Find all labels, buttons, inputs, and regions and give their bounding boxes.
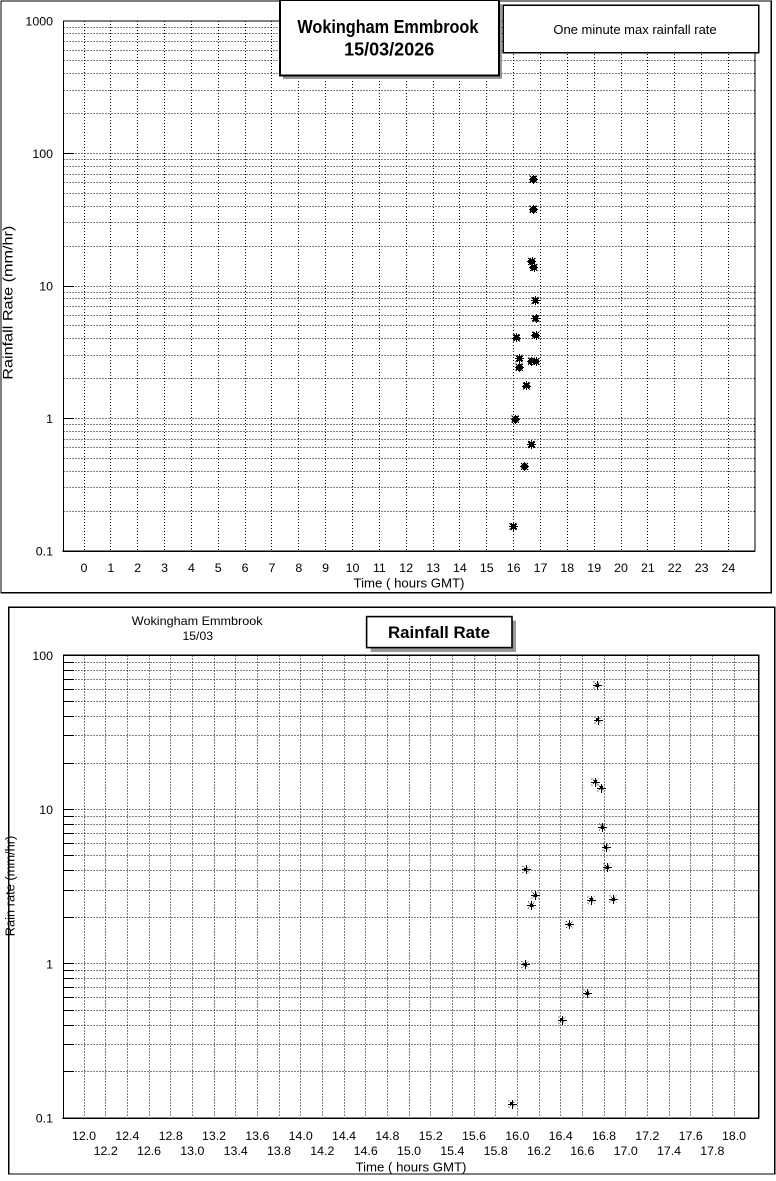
svg-text:19: 19 (587, 561, 601, 575)
svg-text:13.6: 13.6 (245, 1129, 269, 1143)
svg-text:0: 0 (81, 561, 88, 575)
svg-text:17.0: 17.0 (614, 1144, 638, 1158)
svg-text:15/03/2026: 15/03/2026 (344, 39, 434, 59)
svg-text:14.8: 14.8 (375, 1129, 399, 1143)
svg-text:Time ( hours GMT): Time ( hours GMT) (356, 1160, 467, 1175)
svg-text:One minute max rainfall rate: One minute max rainfall rate (553, 22, 716, 37)
svg-text:16.0: 16.0 (505, 1129, 529, 1143)
svg-text:23: 23 (695, 561, 709, 575)
svg-text:2: 2 (134, 561, 141, 575)
svg-text:0.1: 0.1 (36, 1112, 53, 1126)
svg-text:16.6: 16.6 (570, 1144, 594, 1158)
svg-text:5: 5 (215, 561, 222, 575)
svg-text:15.4: 15.4 (440, 1144, 464, 1158)
svg-text:17.8: 17.8 (700, 1144, 724, 1158)
svg-text:13.2: 13.2 (202, 1129, 226, 1143)
svg-text:12: 12 (399, 561, 413, 575)
svg-text:12.0: 12.0 (72, 1129, 96, 1143)
svg-text:22: 22 (668, 561, 682, 575)
svg-text:21: 21 (641, 561, 655, 575)
svg-text:100: 100 (32, 147, 53, 161)
svg-text:16: 16 (507, 561, 521, 575)
svg-text:10: 10 (39, 280, 53, 294)
svg-text:14: 14 (453, 561, 467, 575)
svg-text:20: 20 (614, 561, 628, 575)
svg-text:1: 1 (46, 957, 53, 971)
svg-text:6: 6 (242, 561, 249, 575)
svg-text:Rain rate (mm/hr): Rain rate (mm/hr) (3, 836, 18, 937)
svg-text:17.6: 17.6 (679, 1129, 703, 1143)
svg-text:15.8: 15.8 (484, 1144, 508, 1158)
svg-text:13.0: 13.0 (180, 1144, 204, 1158)
svg-text:1: 1 (46, 412, 53, 426)
svg-text:13: 13 (426, 561, 440, 575)
svg-text:Wokingham Emmbrook: Wokingham Emmbrook (132, 614, 264, 628)
svg-text:100: 100 (32, 649, 53, 663)
svg-text:8: 8 (295, 561, 302, 575)
svg-text:16.2: 16.2 (527, 1144, 551, 1158)
svg-text:Rainfall Rate (mm/hr): Rainfall Rate (mm/hr) (0, 226, 15, 380)
svg-text:Wokingham Emmbrook: Wokingham Emmbrook (297, 17, 479, 37)
svg-text:18.0: 18.0 (722, 1129, 746, 1143)
svg-text:15.2: 15.2 (419, 1129, 443, 1143)
svg-text:14.6: 14.6 (354, 1144, 378, 1158)
svg-text:15.6: 15.6 (462, 1129, 486, 1143)
svg-text:14.0: 14.0 (289, 1129, 313, 1143)
svg-text:17.2: 17.2 (635, 1129, 659, 1143)
svg-text:12.6: 12.6 (137, 1144, 161, 1158)
svg-text:15.0: 15.0 (397, 1144, 421, 1158)
svg-text:12.8: 12.8 (159, 1129, 183, 1143)
svg-text:10: 10 (39, 803, 53, 817)
svg-text:15/03: 15/03 (183, 629, 214, 643)
svg-text:17: 17 (534, 561, 548, 575)
svg-text:13.4: 13.4 (224, 1144, 248, 1158)
svg-text:17.4: 17.4 (657, 1144, 681, 1158)
svg-text:15: 15 (480, 561, 494, 575)
svg-text:14.4: 14.4 (332, 1129, 356, 1143)
svg-text:9: 9 (322, 561, 329, 575)
svg-text:18: 18 (560, 561, 574, 575)
svg-text:24: 24 (722, 561, 736, 575)
svg-text:1: 1 (107, 561, 114, 575)
svg-text:1000: 1000 (25, 15, 53, 29)
svg-text:0.1: 0.1 (36, 545, 53, 559)
svg-text:3: 3 (161, 561, 168, 575)
svg-text:Rainfall Rate: Rainfall Rate (388, 624, 490, 642)
svg-text:7: 7 (269, 561, 276, 575)
svg-text:10: 10 (346, 561, 360, 575)
svg-text:4: 4 (188, 561, 195, 575)
svg-text:13.8: 13.8 (267, 1144, 291, 1158)
svg-text:14.2: 14.2 (310, 1144, 334, 1158)
svg-text:12.2: 12.2 (94, 1144, 118, 1158)
svg-text:16.4: 16.4 (549, 1129, 573, 1143)
svg-text:Time ( hours GMT): Time ( hours GMT) (354, 576, 465, 591)
svg-text:16.8: 16.8 (592, 1129, 616, 1143)
svg-text:11: 11 (373, 561, 386, 575)
svg-text:12.4: 12.4 (115, 1129, 139, 1143)
